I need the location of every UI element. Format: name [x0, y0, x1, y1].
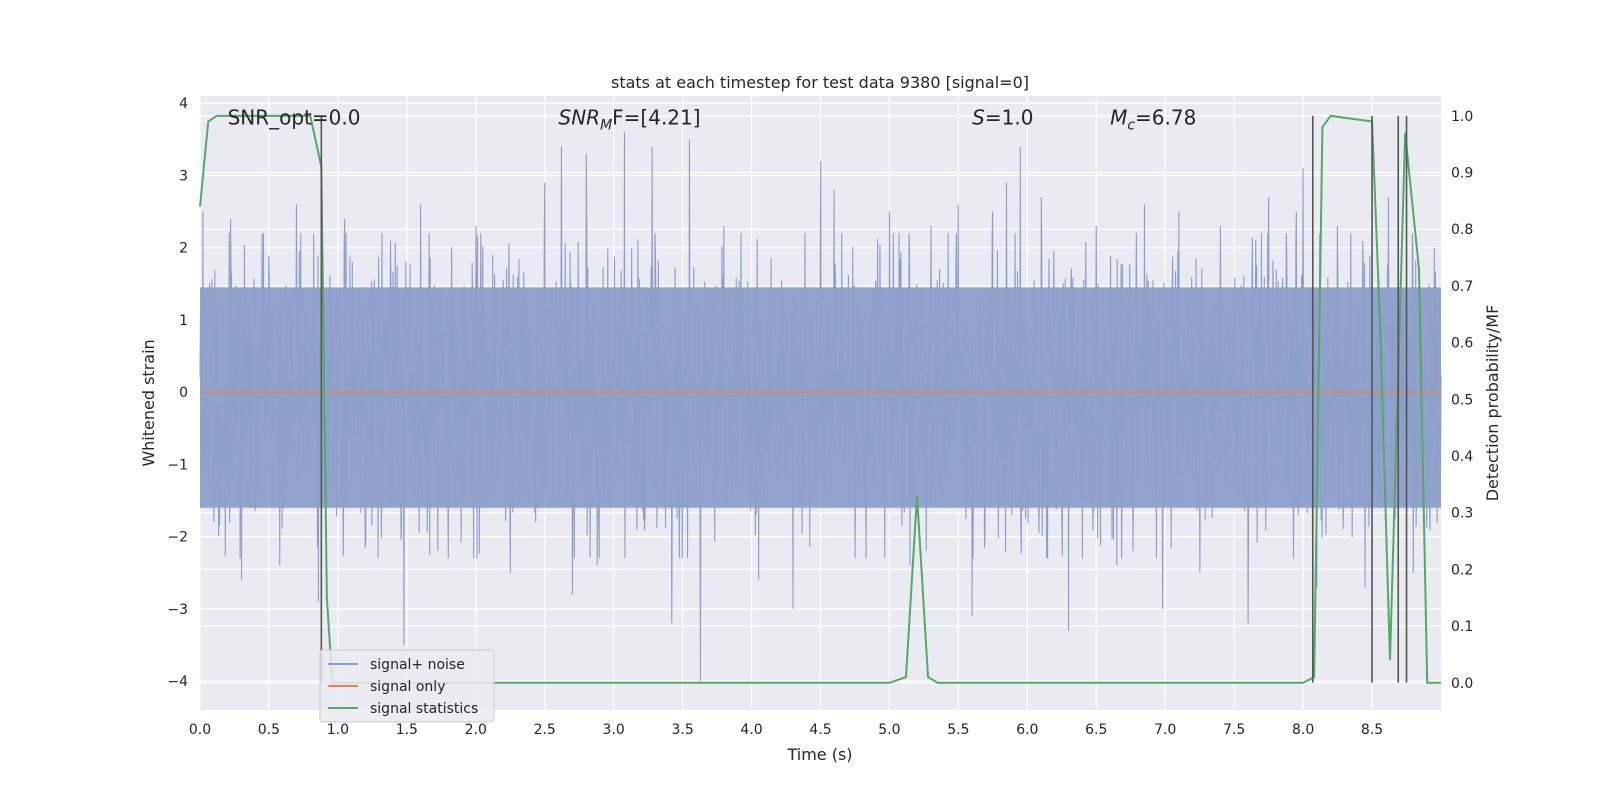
- y2-axis-ticks: 1.0 0.9 0.8 0.7 0.6 0.5 0.4 0.3 0.2 0.1 0.0: [1451, 109, 1473, 692]
- x-tick-3: 1.5: [396, 722, 418, 738]
- legend-label-signal: signal only: [370, 679, 445, 695]
- y2-tick-3: 0.7: [1451, 279, 1473, 295]
- y-axis-ticks: 4 3 2 1 0 −1 −2 −3 −4: [167, 96, 188, 690]
- y-tick-2: 2: [179, 241, 188, 257]
- y2-tick-10: 0.0: [1451, 676, 1473, 692]
- y2-tick-6: 0.4: [1451, 449, 1473, 465]
- annotations: SNR_opt=0.0 SNRMF=[4.21] S=1.0 Mc=6.78: [228, 106, 1197, 134]
- x-axis-label: Time (s): [786, 745, 852, 764]
- annotation-3: Mc=6.78: [1110, 106, 1196, 134]
- y2-tick-8: 0.2: [1451, 562, 1473, 578]
- x-tick-14: 7.0: [1154, 722, 1176, 738]
- y-tick-7: −3: [167, 602, 188, 618]
- x-tick-17: 8.5: [1361, 722, 1383, 738]
- x-tick-8: 4.0: [740, 722, 762, 738]
- noise-series: [199, 132, 1442, 682]
- y-tick-6: −2: [167, 530, 188, 546]
- y2-tick-9: 0.1: [1451, 619, 1473, 635]
- y-tick-4: 0: [179, 385, 188, 401]
- statistics-line: [199, 114, 1441, 684]
- x-tick-4: 2.0: [465, 722, 487, 738]
- y-tick-8: −4: [167, 674, 188, 690]
- x-tick-9: 4.5: [809, 722, 831, 738]
- x-tick-7: 3.5: [671, 722, 693, 738]
- legend-label-stats: signal statistics: [370, 701, 478, 717]
- x-tick-13: 6.5: [1085, 722, 1107, 738]
- x-tick-15: 7.5: [1223, 722, 1245, 738]
- y2-tick-1: 0.9: [1451, 166, 1473, 182]
- x-tick-12: 6.0: [1016, 722, 1038, 738]
- chart-title: stats at each timestep for test data 938…: [611, 73, 1029, 92]
- y2-tick-5: 0.5: [1451, 392, 1473, 408]
- x-axis-ticks: 0.0 0.5 1.0 1.5 2.0 2.5 3.0 3.5 4.0 4.5 5.0 5.5 6.0 6…: [189, 722, 1383, 738]
- y2-tick-2: 0.8: [1451, 222, 1473, 238]
- x-tick-6: 3.0: [603, 722, 625, 738]
- legend: signal+ noise signal only signal statist…: [319, 649, 495, 723]
- y-axis-label: Whitened strain: [139, 339, 158, 466]
- y2-tick-7: 0.3: [1451, 506, 1473, 522]
- statistics-series: [199, 114, 1441, 684]
- y-tick-0: 4: [179, 96, 188, 112]
- y-tick-1: 3: [179, 168, 188, 184]
- x-tick-10: 5.0: [878, 722, 900, 738]
- y2-axis-label: Detection probability/MF: [1483, 305, 1502, 502]
- annotation-2: S=1.0: [972, 106, 1033, 130]
- x-tick-1: 0.5: [258, 722, 280, 738]
- noise-line: [199, 132, 1442, 682]
- annotation-1: SNRMF=[4.21]: [559, 106, 701, 134]
- legend-label-noise: signal+ noise: [370, 657, 465, 673]
- annotation-0: SNR_opt=0.0: [228, 106, 361, 130]
- x-tick-5: 2.5: [534, 722, 556, 738]
- y-tick-5: −1: [167, 457, 188, 473]
- legend-box: [319, 649, 495, 723]
- x-tick-2: 1.0: [327, 722, 349, 738]
- x-tick-16: 8.0: [1292, 722, 1314, 738]
- y-tick-3: 1: [179, 313, 188, 329]
- y2-tick-0: 1.0: [1451, 109, 1473, 125]
- vertical-lines: [320, 115, 1408, 683]
- x-tick-11: 5.5: [947, 722, 969, 738]
- y2-tick-4: 0.6: [1451, 336, 1473, 352]
- x-tick-0: 0.0: [189, 722, 211, 738]
